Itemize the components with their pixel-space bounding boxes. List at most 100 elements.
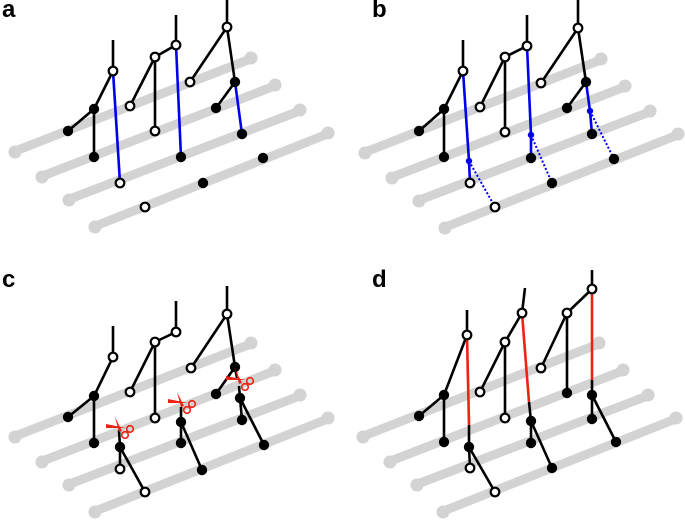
lineage-edge [214, 81, 237, 109]
blue-junction [465, 157, 473, 165]
chromosome-end [436, 505, 450, 519]
filled-node [210, 388, 222, 400]
filled-node [586, 413, 598, 425]
chromosome-end [641, 388, 655, 402]
filled-node [413, 125, 425, 137]
filled-node [234, 392, 246, 404]
filled-node [88, 390, 100, 402]
filled-node [229, 76, 241, 88]
scissors-icon [106, 417, 135, 440]
lineage-edge [442, 334, 469, 396]
open-node [124, 100, 136, 112]
panel-c: c [0, 266, 340, 520]
open-node [499, 336, 511, 348]
chromosome-end [592, 336, 606, 350]
lineage-edge [529, 420, 554, 469]
panel-b-diagram [358, 0, 685, 235]
chromosome-end [244, 336, 258, 350]
filled-node [88, 151, 100, 163]
chromosome-end [321, 411, 335, 425]
chromosome-end [62, 478, 76, 492]
open-node [139, 201, 151, 213]
open-node [107, 351, 119, 363]
lineage-edge [539, 312, 569, 369]
lineage-edge [214, 366, 237, 395]
filled-node [546, 462, 558, 474]
lineage-edge [503, 312, 524, 343]
chromosome-end [643, 104, 657, 118]
filled-node [438, 436, 450, 448]
chromosome-end [669, 411, 683, 425]
filled-node [196, 464, 208, 476]
open-node [107, 65, 119, 77]
open-node [221, 308, 233, 320]
chromosome-end [671, 127, 685, 141]
open-node [499, 412, 511, 424]
lineage-edge [565, 81, 588, 109]
open-node [170, 326, 182, 338]
lineage-edge [442, 70, 465, 110]
dotted-link [589, 110, 615, 160]
open-node [499, 126, 511, 138]
filled-node [62, 125, 74, 137]
chromosome-end [8, 430, 22, 444]
chromosome-end [321, 126, 335, 140]
panel-label-b: b [372, 0, 387, 23]
lineage-edge [225, 313, 237, 368]
panel-d: d [345, 266, 685, 520]
filled-node [175, 437, 187, 449]
filled-node [257, 152, 269, 164]
open-node [184, 76, 196, 88]
open-node [221, 21, 233, 33]
open-node [457, 65, 469, 77]
open-node [185, 362, 197, 374]
open-node [149, 412, 161, 424]
open-node [489, 201, 501, 213]
open-node [149, 51, 161, 63]
open-node [139, 486, 151, 498]
panel-label-a: a [2, 0, 16, 23]
lineage-edge [67, 394, 95, 419]
open-node [464, 462, 476, 474]
lineage-edge [188, 26, 229, 83]
blue-junction [586, 107, 594, 115]
red-link [465, 334, 471, 426]
filled-node [525, 152, 537, 164]
open-node [461, 329, 473, 341]
filled-node [236, 128, 248, 140]
chromosome-end [88, 220, 102, 234]
chromosome [436, 413, 683, 517]
filled-node [610, 436, 622, 448]
filled-node [210, 102, 222, 114]
open-node [516, 307, 528, 319]
filled-node [175, 416, 187, 428]
open-node [535, 77, 547, 89]
panel-a: a [0, 0, 340, 250]
open-node [464, 177, 476, 189]
scissors-icon [226, 369, 255, 392]
chromosome-end [35, 455, 49, 469]
filled-node [580, 76, 592, 88]
open-node [114, 177, 126, 189]
lineage-edge [590, 394, 618, 443]
lineage-edge [566, 288, 593, 314]
lineage-edge [238, 397, 266, 446]
filled-node [608, 153, 620, 165]
dotted-link [530, 134, 553, 184]
chromosome-end [410, 478, 424, 492]
filled-node [197, 177, 209, 189]
open-node [149, 125, 161, 137]
filled-node [586, 389, 598, 401]
open-node [124, 386, 136, 398]
panel-b: b [345, 0, 685, 250]
chromosome [88, 128, 335, 232]
lineage-edge [67, 108, 95, 132]
filled-node [438, 151, 450, 163]
chromosome-end [268, 363, 282, 377]
open-node [474, 101, 486, 113]
red-link [520, 312, 531, 403]
lineage-edge [92, 356, 115, 397]
chromosome-end [268, 78, 282, 92]
open-node [535, 362, 547, 374]
